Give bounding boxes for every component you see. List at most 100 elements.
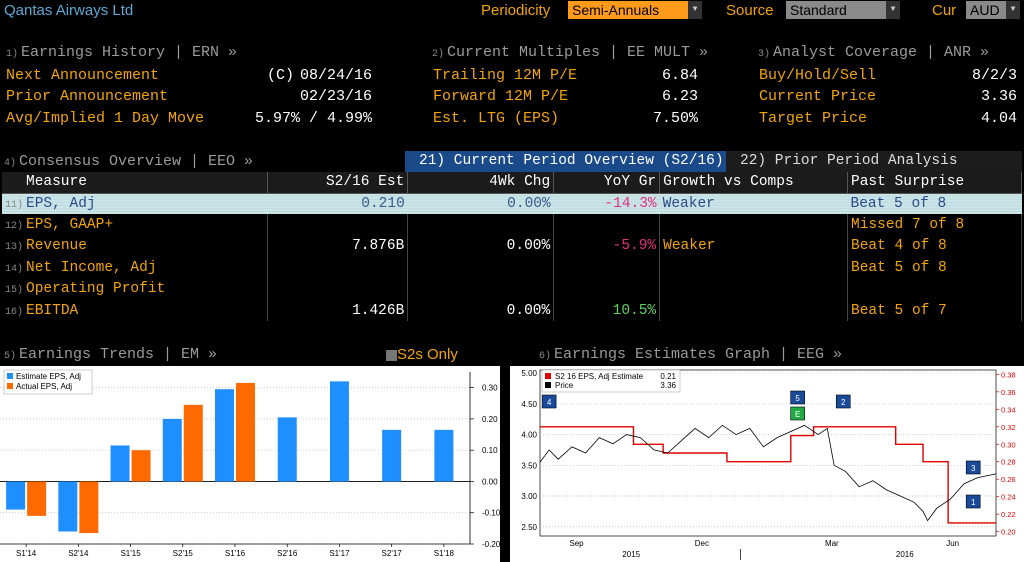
- row-index: 16): [5, 306, 24, 318]
- column-header[interactable]: S2/16 Est: [267, 172, 409, 194]
- x-tick-label: S1'18: [434, 549, 455, 558]
- est-cell: [267, 278, 409, 300]
- table-row[interactable]: 16) EBITDA 1.426B 0.00% 10.5% Beat 5 of 7: [2, 299, 1022, 322]
- row-index: 14): [5, 263, 24, 275]
- left-tick-label: 4.50: [521, 400, 537, 409]
- event-marker: [541, 394, 557, 409]
- x-tick-label: Mar: [825, 539, 839, 548]
- yoy-cell: [553, 278, 661, 300]
- earnings-history-link[interactable]: 1) Earnings History | ERN »: [6, 44, 237, 61]
- currency-dropdown[interactable]: AUD ▼: [966, 1, 1020, 19]
- row-label: Forward 12M P/E: [433, 88, 569, 105]
- table-row[interactable]: 15) Operating Profit: [2, 278, 1022, 300]
- row-value: 8/2/3: [971, 67, 1017, 84]
- right-tick-label: 0.32: [1001, 423, 1016, 432]
- measure-cell: 16) EBITDA: [2, 299, 269, 322]
- bar-estimate: [434, 429, 454, 482]
- legend-label-price: Price: [555, 381, 574, 390]
- price-line: [539, 424, 997, 522]
- bar-estimate: [162, 418, 182, 482]
- growth-cell: [659, 299, 849, 322]
- row-value: 5.97% / 4.99%: [254, 110, 372, 127]
- column-header[interactable]: YoY Gr: [553, 172, 661, 194]
- column-header[interactable]: Measure: [2, 172, 269, 194]
- surprise-cell: [847, 278, 1022, 300]
- currency-label: Cur: [932, 2, 957, 19]
- periodicity-label: Periodicity: [481, 2, 551, 19]
- consensus-table: Measure S2/16 Est 4Wk Chg YoY Gr Growth …: [2, 172, 1022, 322]
- measure-cell: 12) EPS, GAAP+: [2, 214, 269, 236]
- panel-title: Current Multiples | EE MULT »: [447, 44, 709, 61]
- right-tick-label: 0.30: [1001, 440, 1016, 449]
- earnings-trends-link[interactable]: 5) Earnings Trends | EM »: [4, 346, 217, 363]
- source-dropdown[interactable]: Standard ▼: [786, 1, 900, 19]
- table-header-row: Measure S2/16 Est 4Wk Chg YoY Gr Growth …: [2, 172, 1022, 194]
- surprise-cell: Beat 5 of 7: [847, 299, 1022, 322]
- row-label: Buy/Hold/Sell: [759, 67, 877, 84]
- chevron-down-icon: ▼: [886, 1, 900, 19]
- legend-swatch-estimate: [7, 373, 13, 379]
- table-row[interactable]: 13) Revenue 7.876B 0.00% -5.9% Weaker Bea…: [2, 235, 1022, 258]
- row-index: 15): [5, 285, 24, 297]
- measure-name: EPS, GAAP+: [26, 217, 114, 234]
- column-header[interactable]: Growth vs Comps: [659, 172, 849, 194]
- s2s-only-toggle[interactable]: S2s Only: [386, 346, 458, 364]
- bar-actual: [183, 404, 203, 482]
- panel-title: Analyst Coverage | ANR »: [773, 44, 990, 61]
- panel-index: 6): [539, 351, 552, 362]
- row-label: Avg/Implied 1 Day Move: [6, 110, 205, 127]
- growth-cell: [659, 278, 849, 300]
- yoy-cell: -14.3%: [553, 193, 660, 215]
- x-tick-label: Jun: [946, 539, 959, 548]
- est-cell: [267, 214, 409, 236]
- growth-cell: Weaker: [659, 235, 849, 258]
- legend-label-estimate: Estimate EPS, Adj: [16, 372, 81, 381]
- est-cell: 0.210: [267, 193, 408, 215]
- row-value: 7.50%: [652, 110, 698, 127]
- left-tick-label: 5.00: [521, 369, 537, 378]
- analyst-coverage-link[interactable]: 3) Analyst Coverage | ANR »: [758, 44, 989, 61]
- source-value: Standard: [786, 1, 886, 19]
- event-marker: [790, 390, 805, 405]
- estimates-legend: S2 16 EPS, Adj Estimate 0.21 Price 3.36: [541, 369, 681, 393]
- chg-cell: [407, 214, 555, 236]
- toggle-label: S2s Only: [397, 346, 458, 363]
- legend-swatch-actual: [7, 383, 13, 389]
- left-tick-label: 3.00: [521, 492, 537, 501]
- consensus-overview-link[interactable]: 4) Consensus Overview | EEO »: [4, 153, 253, 170]
- table-row[interactable]: 14) Net Income, Adj Beat 5 of 8: [2, 257, 1022, 279]
- periodicity-value: Semi-Annuals: [568, 1, 688, 19]
- est-cell: 7.876B: [267, 235, 409, 258]
- left-tick-label: 2.50: [521, 523, 537, 532]
- column-header[interactable]: 4Wk Chg: [407, 172, 555, 194]
- tab-current-period[interactable]: 21) Current Period Overview (S2/16): [405, 151, 726, 172]
- bar-estimate: [6, 481, 26, 510]
- periodicity-dropdown[interactable]: Semi-Annuals ▼: [568, 1, 702, 19]
- column-header[interactable]: Past Surprise: [847, 172, 1022, 194]
- right-tick-label: 0.34: [1001, 405, 1016, 414]
- bar-actual: [27, 481, 47, 516]
- current-multiples-link[interactable]: 2) Current Multiples | EE MULT »: [432, 44, 708, 61]
- panel-index: 5): [4, 351, 17, 362]
- earnings-estimates-link[interactable]: 6) Earnings Estimates Graph | EEG »: [539, 346, 842, 363]
- row-index: 12): [5, 221, 24, 233]
- plot-frame: [539, 369, 997, 537]
- chart-background: [510, 366, 1024, 562]
- event-marker: [790, 406, 805, 421]
- bar-estimate: [277, 417, 297, 482]
- measure-name: EPS, Adj: [26, 195, 96, 212]
- row-value: 08/24/16: [299, 67, 372, 84]
- table-row[interactable]: 12) EPS, GAAP+ Missed 7 of 8: [2, 214, 1022, 236]
- right-tick-label: 0.28: [1001, 458, 1016, 467]
- row-value: 6.23: [661, 88, 698, 105]
- tab-prior-period[interactable]: 22) Prior Period Analysis (S1/16): [726, 151, 1022, 190]
- measure-name: EBITDA: [26, 302, 79, 319]
- table-row[interactable]: 11) EPS, Adj 0.210 0.00% -14.3% Weaker Be…: [2, 193, 1022, 215]
- y-tick-label: 0.20: [482, 415, 498, 424]
- measure-name: Revenue: [26, 238, 87, 255]
- x-tick-label: S2'17: [382, 549, 403, 558]
- chg-cell: [407, 257, 555, 279]
- panel-index: 3): [758, 49, 771, 60]
- bar-estimate: [382, 429, 402, 482]
- row-label: Current Price: [759, 88, 877, 105]
